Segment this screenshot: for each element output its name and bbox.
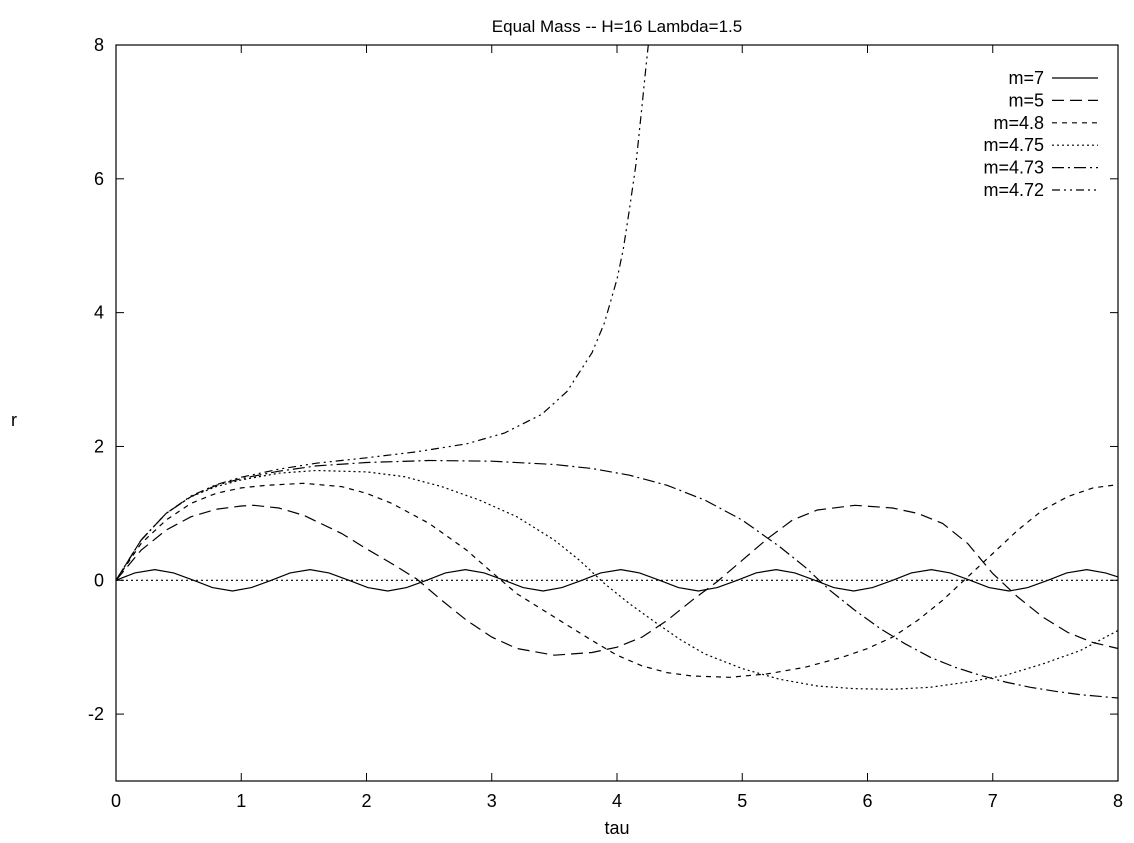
x-tick-label: 2 [361,791,371,811]
plot-frame [115,44,1119,782]
x-tick-label: 8 [1113,791,1123,811]
chart-title: Equal Mass -- H=16 Lambda=1.5 [492,17,742,36]
x-tick-label: 4 [612,791,622,811]
x-tick-label: 7 [988,791,998,811]
y-axis-label: r [11,410,17,430]
x-axis-label: tau [604,818,629,838]
legend-label: m=7 [1008,68,1044,88]
legend-label: m=5 [1008,90,1044,110]
legend-label: m=4.75 [983,135,1044,155]
y-tick-label: -2 [88,704,104,724]
y-tick-label: 2 [94,436,104,456]
series-line-m-4.75 [115,469,1119,690]
x-tick-label: 5 [737,791,747,811]
y-tick-label: 8 [94,35,104,55]
legend-label: m=4.72 [983,180,1044,200]
series-line-m-4.72 [115,44,649,581]
x-tick-label: 0 [111,791,121,811]
x-tick-label: 3 [487,791,497,811]
series-line-m-7 [115,568,1119,592]
series-group [115,44,1119,699]
legend: m=7m=5 m=4.8m=4.75 m=4.73m=4.72 [983,68,1098,200]
y-tick-label: 6 [94,169,104,189]
y-tick-label: 0 [94,570,104,590]
axis-ticks: 0 1 2 3 4 5 6 7 8 -2 0 2 4 6 8 [88,35,1123,811]
y-tick-label: 4 [94,303,104,323]
x-tick-label: 1 [236,791,246,811]
series-line-m-4.8 [115,482,1119,678]
legend-label: m=4.73 [983,158,1044,178]
series-line-m-5 [115,504,1119,656]
x-tick-label: 6 [862,791,872,811]
legend-label: m=4.8 [993,113,1044,133]
